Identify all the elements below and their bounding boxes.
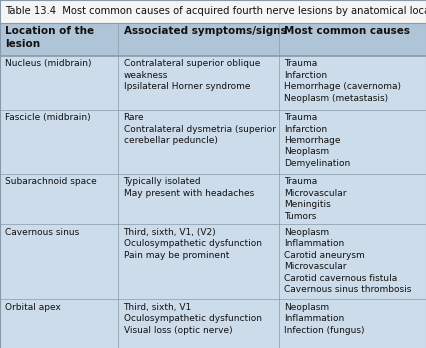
Text: Subarachnoid space: Subarachnoid space xyxy=(5,177,97,187)
Text: Orbital apex: Orbital apex xyxy=(5,303,61,312)
Bar xyxy=(0,110,118,174)
Bar xyxy=(279,23,426,56)
Bar xyxy=(118,299,279,348)
Text: Trauma
Infarction
Hemorrhage (cavernoma)
Neoplasm (metastasis): Trauma Infarction Hemorrhage (cavernoma)… xyxy=(284,59,401,103)
Bar xyxy=(0,174,118,224)
Bar xyxy=(0,0,426,23)
Text: Neoplasm
Inflammation
Carotid aneurysm
Microvascular
Carotid cavernous fistula
C: Neoplasm Inflammation Carotid aneurysm M… xyxy=(284,228,412,294)
Bar xyxy=(279,56,426,110)
Text: Associated symptoms/signs: Associated symptoms/signs xyxy=(124,26,286,36)
Bar xyxy=(279,110,426,174)
Bar xyxy=(118,110,279,174)
Bar xyxy=(0,299,118,348)
Text: Contralateral superior oblique
weakness
Ipsilateral Horner syndrome: Contralateral superior oblique weakness … xyxy=(124,59,260,91)
Text: Third, sixth, V1, (V2)
Oculosympathetic dysfunction
Pain may be prominent: Third, sixth, V1, (V2) Oculosympathetic … xyxy=(124,228,262,260)
Text: Cavernous sinus: Cavernous sinus xyxy=(5,228,79,237)
Bar xyxy=(118,224,279,299)
Bar xyxy=(279,299,426,348)
Bar xyxy=(118,56,279,110)
Text: Third, sixth, V1
Oculosympathetic dysfunction
Visual loss (optic nerve): Third, sixth, V1 Oculosympathetic dysfun… xyxy=(124,303,262,335)
Text: Rare
Contralateral dysmetria (superior
cerebellar peduncle): Rare Contralateral dysmetria (superior c… xyxy=(124,113,276,145)
Text: Neoplasm
Inflammation
Infection (fungus): Neoplasm Inflammation Infection (fungus) xyxy=(284,303,365,335)
Bar xyxy=(0,224,118,299)
Text: Fascicle (midbrain): Fascicle (midbrain) xyxy=(5,113,91,122)
Bar xyxy=(279,174,426,224)
Bar xyxy=(0,23,118,56)
Text: Trauma
Infarction
Hemorrhage
Neoplasm
Demyelination: Trauma Infarction Hemorrhage Neoplasm De… xyxy=(284,113,351,168)
Text: Most common causes: Most common causes xyxy=(284,26,410,36)
Text: Trauma
Microvascular
Meningitis
Tumors: Trauma Microvascular Meningitis Tumors xyxy=(284,177,347,221)
Text: Nucleus (midbrain): Nucleus (midbrain) xyxy=(5,59,92,68)
Bar xyxy=(0,56,118,110)
Bar xyxy=(279,224,426,299)
Text: Location of the
lesion: Location of the lesion xyxy=(5,26,94,49)
Text: Typically isolated
May present with headaches: Typically isolated May present with head… xyxy=(124,177,254,198)
Bar xyxy=(118,23,279,56)
Bar xyxy=(118,174,279,224)
Text: Table 13.4  Most common causes of acquired fourth nerve lesions by anatomical lo: Table 13.4 Most common causes of acquire… xyxy=(5,6,426,16)
